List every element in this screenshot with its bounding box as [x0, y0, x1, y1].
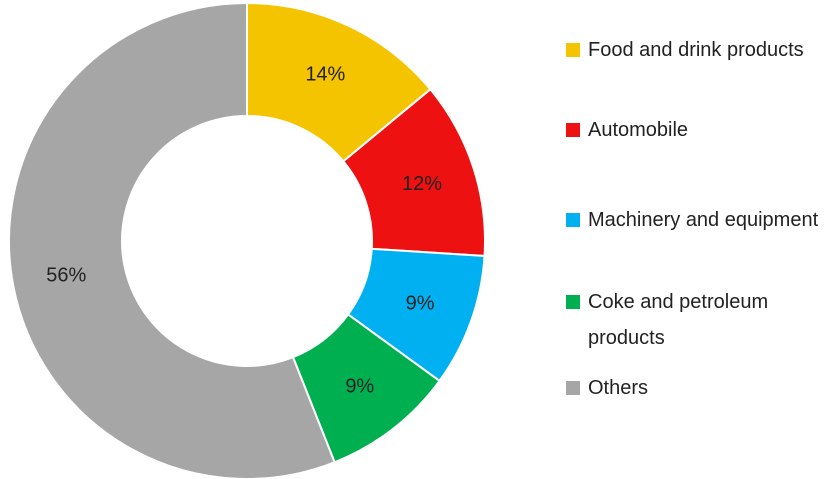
legend-label-machinery-and-equipment: Machinery and equipment	[588, 209, 819, 231]
legend-swatch-coke-and-petroleum-products	[566, 295, 580, 309]
legend-item-food-and-drink-products: Food and drink products	[566, 39, 804, 61]
slice-label-coke-and-petroleum-products: 9%	[345, 375, 374, 397]
legend: Food and drink products Automobile Machine…	[566, 39, 819, 399]
slice-labels-group: 14% 12% 9% 9% 56%	[46, 64, 442, 398]
legend-swatch-automobile	[566, 123, 580, 137]
slice-label-machinery-and-equipment: 9%	[406, 292, 435, 314]
slice-label-automobile: 12%	[402, 173, 442, 195]
slice-label-others: 56%	[46, 264, 86, 286]
slice-food-and-drink-products	[246, 1, 432, 163]
slice-label-food-and-drink-products: 14%	[305, 64, 345, 86]
legend-label-automobile: Automobile	[588, 119, 688, 141]
legend-item-others: Others	[566, 377, 648, 399]
legend-label-others: Others	[588, 377, 648, 399]
slice-others	[8, 1, 336, 479]
legend-swatch-machinery-and-equipment	[566, 213, 580, 227]
legend-item-automobile: Automobile	[566, 119, 688, 141]
legend-label-food-and-drink-products: Food and drink products	[588, 39, 804, 61]
legend-item-machinery-and-equipment: Machinery and equipment	[566, 209, 819, 231]
slices-group	[8, 1, 486, 479]
legend-label-coke-and-petroleum-products: Coke and petroleum products	[588, 291, 768, 349]
legend-item-coke-and-petroleum-products: Coke and petroleum products	[566, 291, 768, 349]
legend-swatch-others	[566, 381, 580, 395]
legend-swatch-food-and-drink-products	[566, 43, 580, 57]
